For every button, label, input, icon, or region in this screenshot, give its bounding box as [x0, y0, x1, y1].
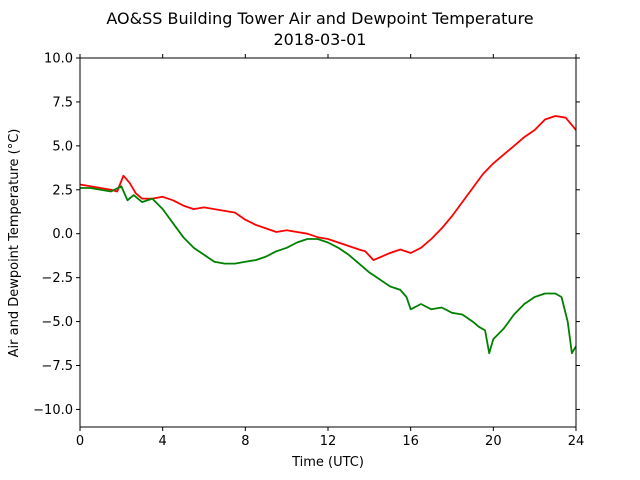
x-tick-label: 12	[320, 434, 337, 449]
x-tick-label: 8	[241, 434, 249, 449]
y-tick-label: −5.0	[41, 315, 73, 330]
x-axis-label: Time (UTC)	[291, 455, 364, 470]
series-layer	[79, 115, 577, 355]
y-tick-label: 5.0	[52, 139, 73, 154]
y-tick-label: 10.0	[44, 52, 73, 67]
y-tick-label: −10.0	[33, 403, 73, 418]
y-tick-label: 7.5	[52, 95, 73, 110]
y-tick-label: 0.0	[52, 227, 73, 242]
chart-title: AO&SS Building Tower Air and Dewpoint Te…	[106, 9, 533, 28]
y-axis: 10.0 7.5 5.0 2.5 0.0 −2.5 −5.0 −7.5 −10.0	[33, 52, 580, 418]
x-tick-label: 16	[402, 434, 419, 449]
y-axis-label: Air and Dewpoint Temperature (°C)	[7, 129, 22, 358]
x-tick-label: 20	[485, 434, 502, 449]
y-tick-label: −7.5	[41, 359, 73, 374]
plot-frame	[79, 57, 577, 428]
chart-subtitle: 2018-03-01	[274, 30, 367, 49]
x-tick-label: 4	[159, 434, 167, 449]
x-axis: 0 4 8 12 16 20 24	[76, 54, 584, 449]
x-tick-label: 24	[568, 434, 585, 449]
x-tick-label: 0	[76, 434, 84, 449]
series-line-0	[79, 115, 577, 262]
y-tick-label: 2.5	[52, 183, 73, 198]
series-line-1	[80, 185, 577, 355]
y-tick-label: −2.5	[41, 271, 73, 286]
